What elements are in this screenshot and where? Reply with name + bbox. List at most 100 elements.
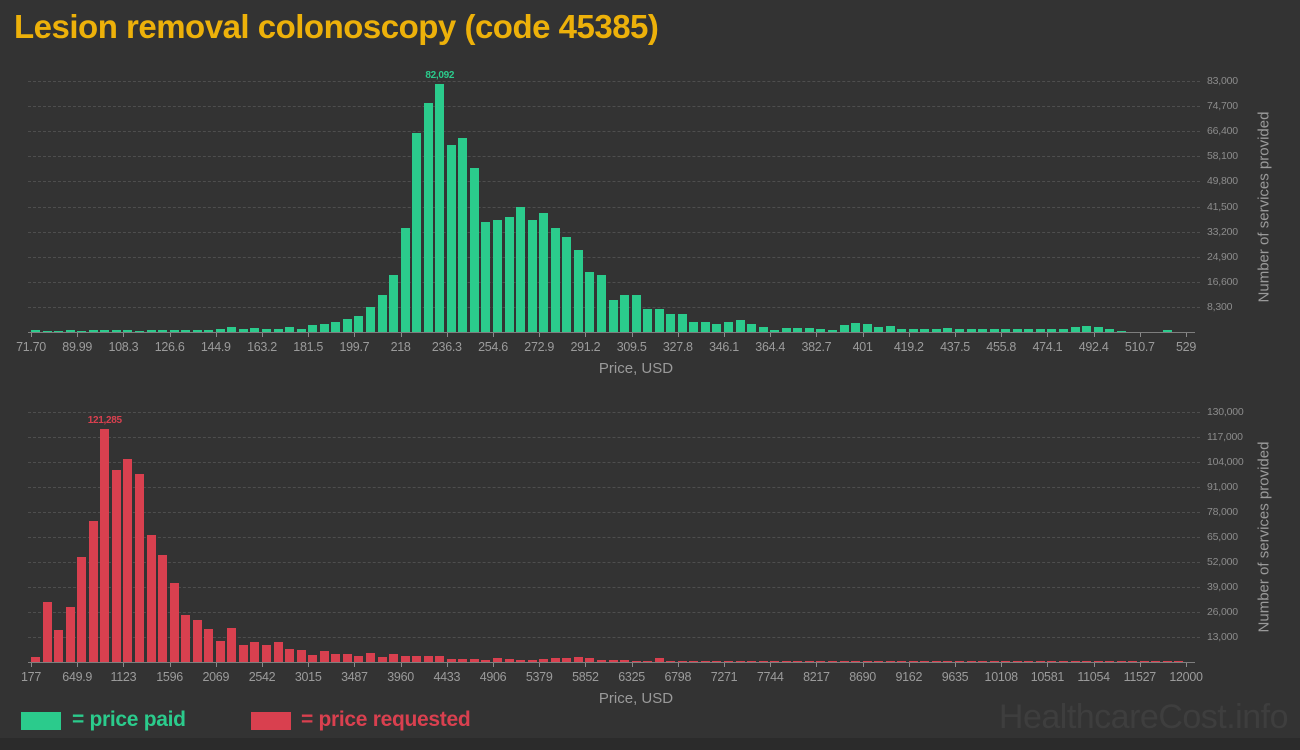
histogram-bar xyxy=(169,582,179,662)
gridline xyxy=(28,562,1200,563)
x-tick-mark xyxy=(215,333,217,337)
histogram-bar xyxy=(1105,660,1115,662)
histogram-bar xyxy=(527,219,537,332)
histogram-bar xyxy=(204,330,214,332)
histogram-bar xyxy=(192,620,202,662)
histogram-bar xyxy=(527,659,537,662)
peak-value-label: 82,092 xyxy=(425,69,455,81)
gridline xyxy=(28,106,1200,108)
histogram-bar xyxy=(1035,660,1045,662)
histogram-bar xyxy=(262,329,271,332)
histogram-bar xyxy=(238,329,248,332)
histogram-bar xyxy=(181,615,191,662)
gridline xyxy=(28,612,1200,613)
histogram-bar xyxy=(793,660,803,662)
gridline xyxy=(28,81,1200,82)
x-tick-label: 108.3 xyxy=(108,340,139,354)
histogram-bar xyxy=(504,659,514,662)
gridline xyxy=(28,156,1200,158)
gridline xyxy=(28,487,1200,488)
x-tick-mark xyxy=(77,663,79,667)
histogram-bar xyxy=(446,658,456,662)
x-tick-label: 272.9 xyxy=(524,340,555,354)
x-tick-label: 126.6 xyxy=(154,340,185,354)
gridline xyxy=(28,462,1200,463)
gridline xyxy=(28,281,1200,283)
x-tick-label: 401 xyxy=(852,340,873,354)
histogram-bar xyxy=(643,308,653,332)
requested-legend-label: = price requested xyxy=(301,708,471,731)
histogram-bar xyxy=(215,641,225,662)
histogram-bar xyxy=(296,328,306,332)
page-title: Lesion removal colonoscopy (code 45385) xyxy=(14,8,659,45)
histogram-bar xyxy=(839,324,849,332)
y-tick-label: 83,000 xyxy=(1207,75,1238,87)
histogram-bar xyxy=(955,660,964,662)
histogram-bar xyxy=(816,660,826,662)
x-tick-mark xyxy=(955,333,956,337)
gridline xyxy=(28,181,1200,183)
histogram-bar xyxy=(897,328,907,332)
x-tick-label: 437.5 xyxy=(940,340,970,354)
paid-legend-label: = price paid xyxy=(72,708,186,731)
x-tick-label: 327.8 xyxy=(662,340,693,354)
x-tick-label: 529 xyxy=(1176,340,1196,354)
histogram-bar xyxy=(978,328,988,332)
histogram-bar xyxy=(550,657,560,662)
x-tick-mark xyxy=(31,333,32,337)
histogram-bar xyxy=(111,330,121,332)
x-tick-mark xyxy=(493,663,494,667)
histogram-bar xyxy=(1047,660,1057,662)
histogram-bar xyxy=(966,329,976,332)
x-tick-label: 5852 xyxy=(572,670,599,684)
x-tick-label: 254.6 xyxy=(478,340,508,354)
histogram-bar xyxy=(804,328,814,332)
histogram-bar xyxy=(458,659,468,662)
y-tick-label: 130,000 xyxy=(1207,406,1244,418)
histogram-bar xyxy=(423,103,433,332)
histogram-bar xyxy=(654,658,664,662)
x-tick-label: 6798 xyxy=(664,670,692,684)
histogram-bar xyxy=(735,320,745,332)
gridline xyxy=(28,206,1200,208)
y-axis-title: Number of services provided xyxy=(1255,441,1273,633)
x-tick-label: 11527 xyxy=(1123,670,1157,684)
x-tick-mark xyxy=(631,663,633,667)
x-tick-mark xyxy=(1139,663,1141,667)
y-tick-label: 78,000 xyxy=(1207,506,1238,518)
histogram-bar xyxy=(389,653,399,662)
histogram-bar xyxy=(1082,325,1092,332)
histogram-bar xyxy=(504,217,514,332)
x-tick-mark xyxy=(1186,333,1187,337)
histogram-bar xyxy=(689,660,699,662)
gridline xyxy=(28,131,1200,133)
histogram-bar xyxy=(365,306,375,332)
histogram-bar xyxy=(1151,660,1161,662)
histogram-bar xyxy=(585,272,595,332)
y-tick-label: 24,900 xyxy=(1207,250,1238,263)
histogram-bar xyxy=(412,133,422,332)
histogram-bar xyxy=(481,221,491,332)
histogram-bar xyxy=(1012,329,1022,332)
histogram-bar xyxy=(666,314,676,332)
histogram-bar xyxy=(493,658,502,662)
gridline xyxy=(28,512,1200,513)
x-tick-mark xyxy=(724,663,725,667)
x-tick-mark xyxy=(123,663,125,667)
histogram-bar xyxy=(908,660,918,662)
histogram-bar xyxy=(285,327,295,332)
x-tick-label: 236.3 xyxy=(431,340,462,354)
histogram-bar xyxy=(319,651,329,662)
y-tick-label: 26,000 xyxy=(1207,606,1238,618)
x-tick-mark xyxy=(908,663,910,667)
histogram-bar xyxy=(377,657,387,662)
histogram-bar xyxy=(943,328,953,332)
histogram-bar xyxy=(631,660,641,662)
x-tick-label: 177 xyxy=(21,670,41,684)
y-tick-label: 33,200 xyxy=(1207,225,1238,238)
histogram-bar xyxy=(481,659,491,662)
x-tick-mark xyxy=(215,663,217,667)
y-tick-label: 13,000 xyxy=(1207,631,1238,643)
histogram-bar xyxy=(677,313,687,332)
histogram-bar xyxy=(1024,328,1034,332)
